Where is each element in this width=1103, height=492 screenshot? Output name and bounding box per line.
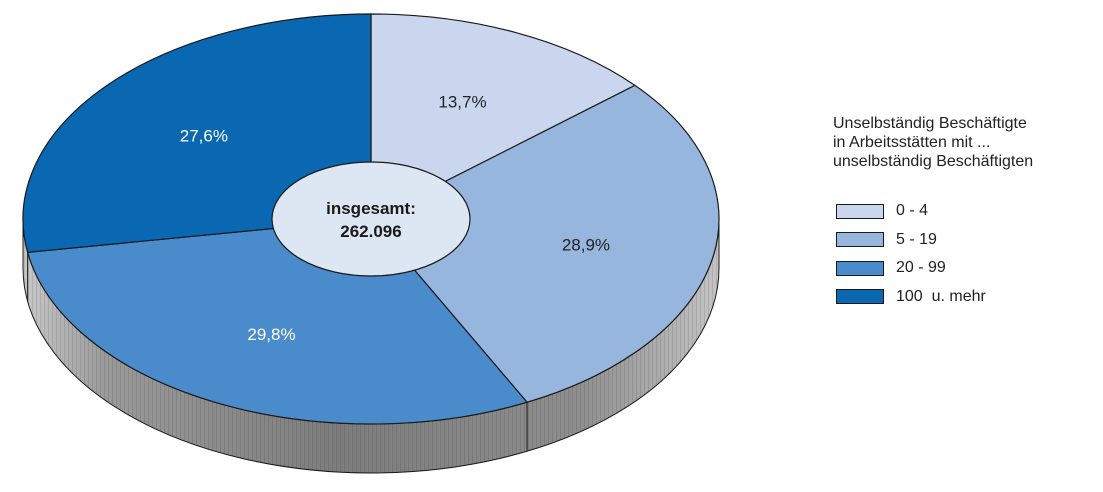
legend-swatch (836, 289, 884, 305)
pie-slice-1 (370, 84, 720, 403)
pie-slice-label-1: 28,9% (562, 235, 610, 254)
legend-label: 5 - 19 (896, 230, 937, 248)
legend-item: 0 - 4 (836, 197, 986, 226)
legend-title-line: unselbständig Beschäftigten (833, 153, 1034, 170)
legend-item: 20 - 99 (836, 254, 986, 283)
center-label-total: 262.096 (340, 222, 401, 241)
legend-label: 0 - 4 (896, 202, 929, 220)
pie-slice-label-2: 29,8% (247, 325, 295, 344)
center-label-title: insgesamt: (326, 199, 416, 218)
legend-label: 20 - 99 (896, 259, 946, 277)
legend-item: 100 u. mehr (836, 283, 986, 312)
legend-label: 100 u. mehr (896, 287, 986, 305)
pie-slice-0 (370, 13, 637, 220)
legend-title-line: in Arbeitsstätten mit ... (833, 134, 991, 151)
pie-slice-labels: 13,7% 28,9% 29,8% 27,6% (180, 93, 610, 344)
pie-chart: 13,7% 28,9% 29,8% 27,6% insgesamt: 262.096 (22, 13, 720, 474)
legend-title-line: Unselbständig Beschäftigte (833, 115, 1027, 132)
legend-swatch (836, 203, 884, 219)
legend: 0 - 4 5 - 19 20 - 99 100 u. mehr (836, 197, 986, 311)
pie-slice-label-3: 27,6% (180, 126, 228, 145)
legend-swatch (836, 260, 884, 276)
center-ellipse (271, 161, 471, 277)
legend-swatch (836, 232, 884, 248)
pie-slice-label-0: 13,7% (438, 93, 486, 112)
legend-title: Unselbständig Beschäftigte in Arbeitsstä… (833, 114, 1103, 171)
legend-item: 5 - 19 (836, 226, 986, 255)
pie-side-wall-texture (23, 219, 719, 473)
